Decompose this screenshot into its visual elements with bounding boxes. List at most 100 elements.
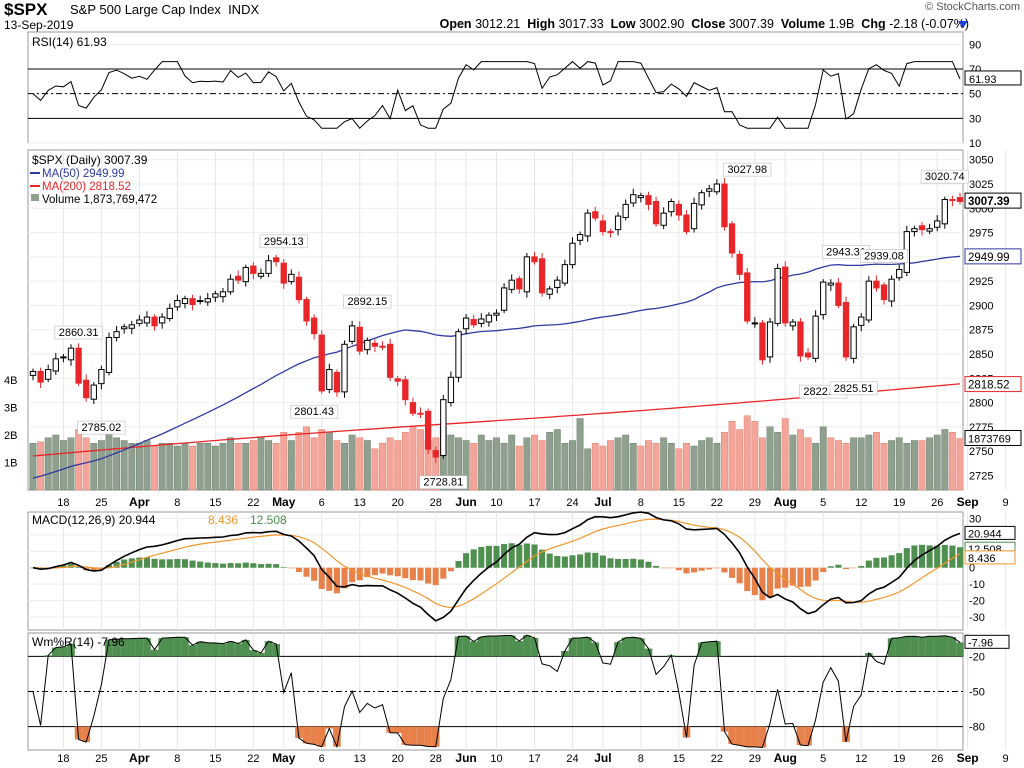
volume-bar — [796, 429, 804, 491]
macd-hist-bar — [394, 567, 401, 577]
macd-hist-bar — [174, 558, 181, 568]
candle-body — [242, 267, 249, 283]
volume-bar — [531, 434, 538, 491]
last-label-box-close — [964, 192, 1022, 209]
volume-bar — [948, 432, 956, 491]
price-y-tick: 3050 — [969, 155, 993, 167]
candle-body — [599, 220, 607, 233]
candle-body — [956, 197, 964, 202]
wr-oversold-fill — [424, 726, 432, 747]
candle-body — [212, 293, 219, 298]
x-tick-label: 10 — [490, 497, 502, 509]
volume-bar — [52, 434, 60, 491]
macd-hist-bar — [60, 565, 67, 568]
volume-y-tick: 4B — [4, 375, 17, 387]
candle-body — [766, 321, 774, 358]
macd-hist-bar — [911, 545, 918, 568]
candle-body — [45, 369, 52, 380]
chg-value: -2.18 (-0.07%) — [889, 17, 969, 31]
wr-overbought-fill — [165, 637, 174, 657]
volume-bar — [310, 437, 318, 491]
volume-bar — [683, 443, 690, 491]
candle-body — [52, 358, 59, 372]
candle-body — [386, 343, 394, 378]
macd-hist-bar — [751, 567, 758, 596]
volume-bar — [698, 440, 706, 491]
candle-body — [842, 302, 850, 358]
macd-hist-bar — [789, 567, 796, 586]
x-tick-label: 25 — [95, 497, 107, 509]
credit-label[interactable]: © StockCharts.com — [925, 1, 1020, 13]
macd-hist-bar — [827, 566, 834, 568]
macd-hist-bar — [470, 549, 477, 568]
candle-body — [364, 339, 371, 351]
wr-oversold-fill — [751, 726, 759, 747]
candle-body — [812, 315, 819, 359]
wr-overbought-fill — [477, 636, 486, 657]
wr-overbought-fill — [637, 638, 645, 657]
rsi-y-tick: 50 — [969, 89, 981, 101]
candle-body — [409, 402, 417, 414]
macd-y-tick: -20 — [969, 596, 985, 608]
macd-hist-bar — [303, 567, 310, 577]
wr-overbought-fill — [697, 642, 706, 657]
rsi-line — [32, 60, 961, 129]
x-tick-label-bottom: 17 — [528, 753, 540, 765]
wr-overbought-fill — [568, 638, 577, 657]
volume-bar — [470, 443, 478, 491]
wr-overbought-fill — [621, 637, 630, 657]
macd-hist-bar — [630, 558, 637, 568]
wr-overbought-fill — [591, 642, 600, 657]
candle-body — [402, 379, 409, 401]
macd-hist-bar — [653, 565, 660, 568]
volume-bar — [272, 443, 280, 491]
volume-bar — [721, 432, 728, 491]
candle-body — [576, 234, 584, 241]
x-tick-label-bottom: 8 — [638, 753, 644, 765]
candle-body — [151, 316, 158, 327]
wr-overbought-fill — [576, 637, 584, 657]
x-tick-label: Jun — [455, 495, 476, 509]
candle-body — [257, 272, 265, 277]
wr-overbought-fill — [895, 637, 904, 657]
volume-bar — [850, 437, 858, 491]
volume-bar — [584, 448, 592, 491]
candle-body — [462, 317, 470, 330]
wr-overbought-fill — [211, 642, 220, 657]
wr-overbought-fill — [112, 639, 121, 657]
macd-last-macd: 20.944 — [968, 528, 1002, 540]
macd-hist-bar — [463, 553, 470, 568]
volume-bar — [158, 443, 166, 491]
macd-hist-bar — [227, 563, 234, 568]
x-tick-label: 19 — [893, 497, 905, 509]
volume-bar — [128, 443, 136, 491]
wr-overbought-fill — [507, 635, 516, 657]
volume-bar — [812, 443, 820, 491]
open-value: 3012.21 — [475, 17, 521, 31]
price-y-tick: 2975 — [969, 228, 993, 240]
macd-hist-bar — [767, 567, 774, 598]
macd-hist-bar — [288, 567, 295, 569]
volume-bar — [280, 432, 288, 491]
x-tick-label-bottom: Jul — [594, 751, 611, 765]
x-tick-label-bottom: 18 — [57, 753, 69, 765]
volume-bar — [500, 443, 508, 491]
price-annotation-box — [77, 420, 126, 435]
wr-overbought-fill — [234, 643, 242, 657]
x-tick-label-bottom: 26 — [931, 753, 943, 765]
wr-oversold-fill — [682, 726, 691, 738]
macd-hist-bar — [880, 557, 888, 568]
x-tick-label: 20 — [392, 497, 404, 509]
macd-hist-bar — [250, 563, 257, 568]
last-label-ma50: 2949.99 — [968, 252, 1010, 264]
macd-hist-bar — [956, 547, 964, 568]
rsi-last-box — [964, 70, 1022, 86]
volume-bar — [736, 429, 744, 491]
candle-body — [121, 326, 128, 330]
wr-overbought-fill — [918, 637, 926, 657]
volume-bar — [59, 440, 67, 491]
low-label: Low — [610, 17, 636, 31]
macd-hist-bar — [235, 563, 242, 568]
price-legend-symbol: $SPX (Daily) 3007.39 — [32, 153, 148, 167]
